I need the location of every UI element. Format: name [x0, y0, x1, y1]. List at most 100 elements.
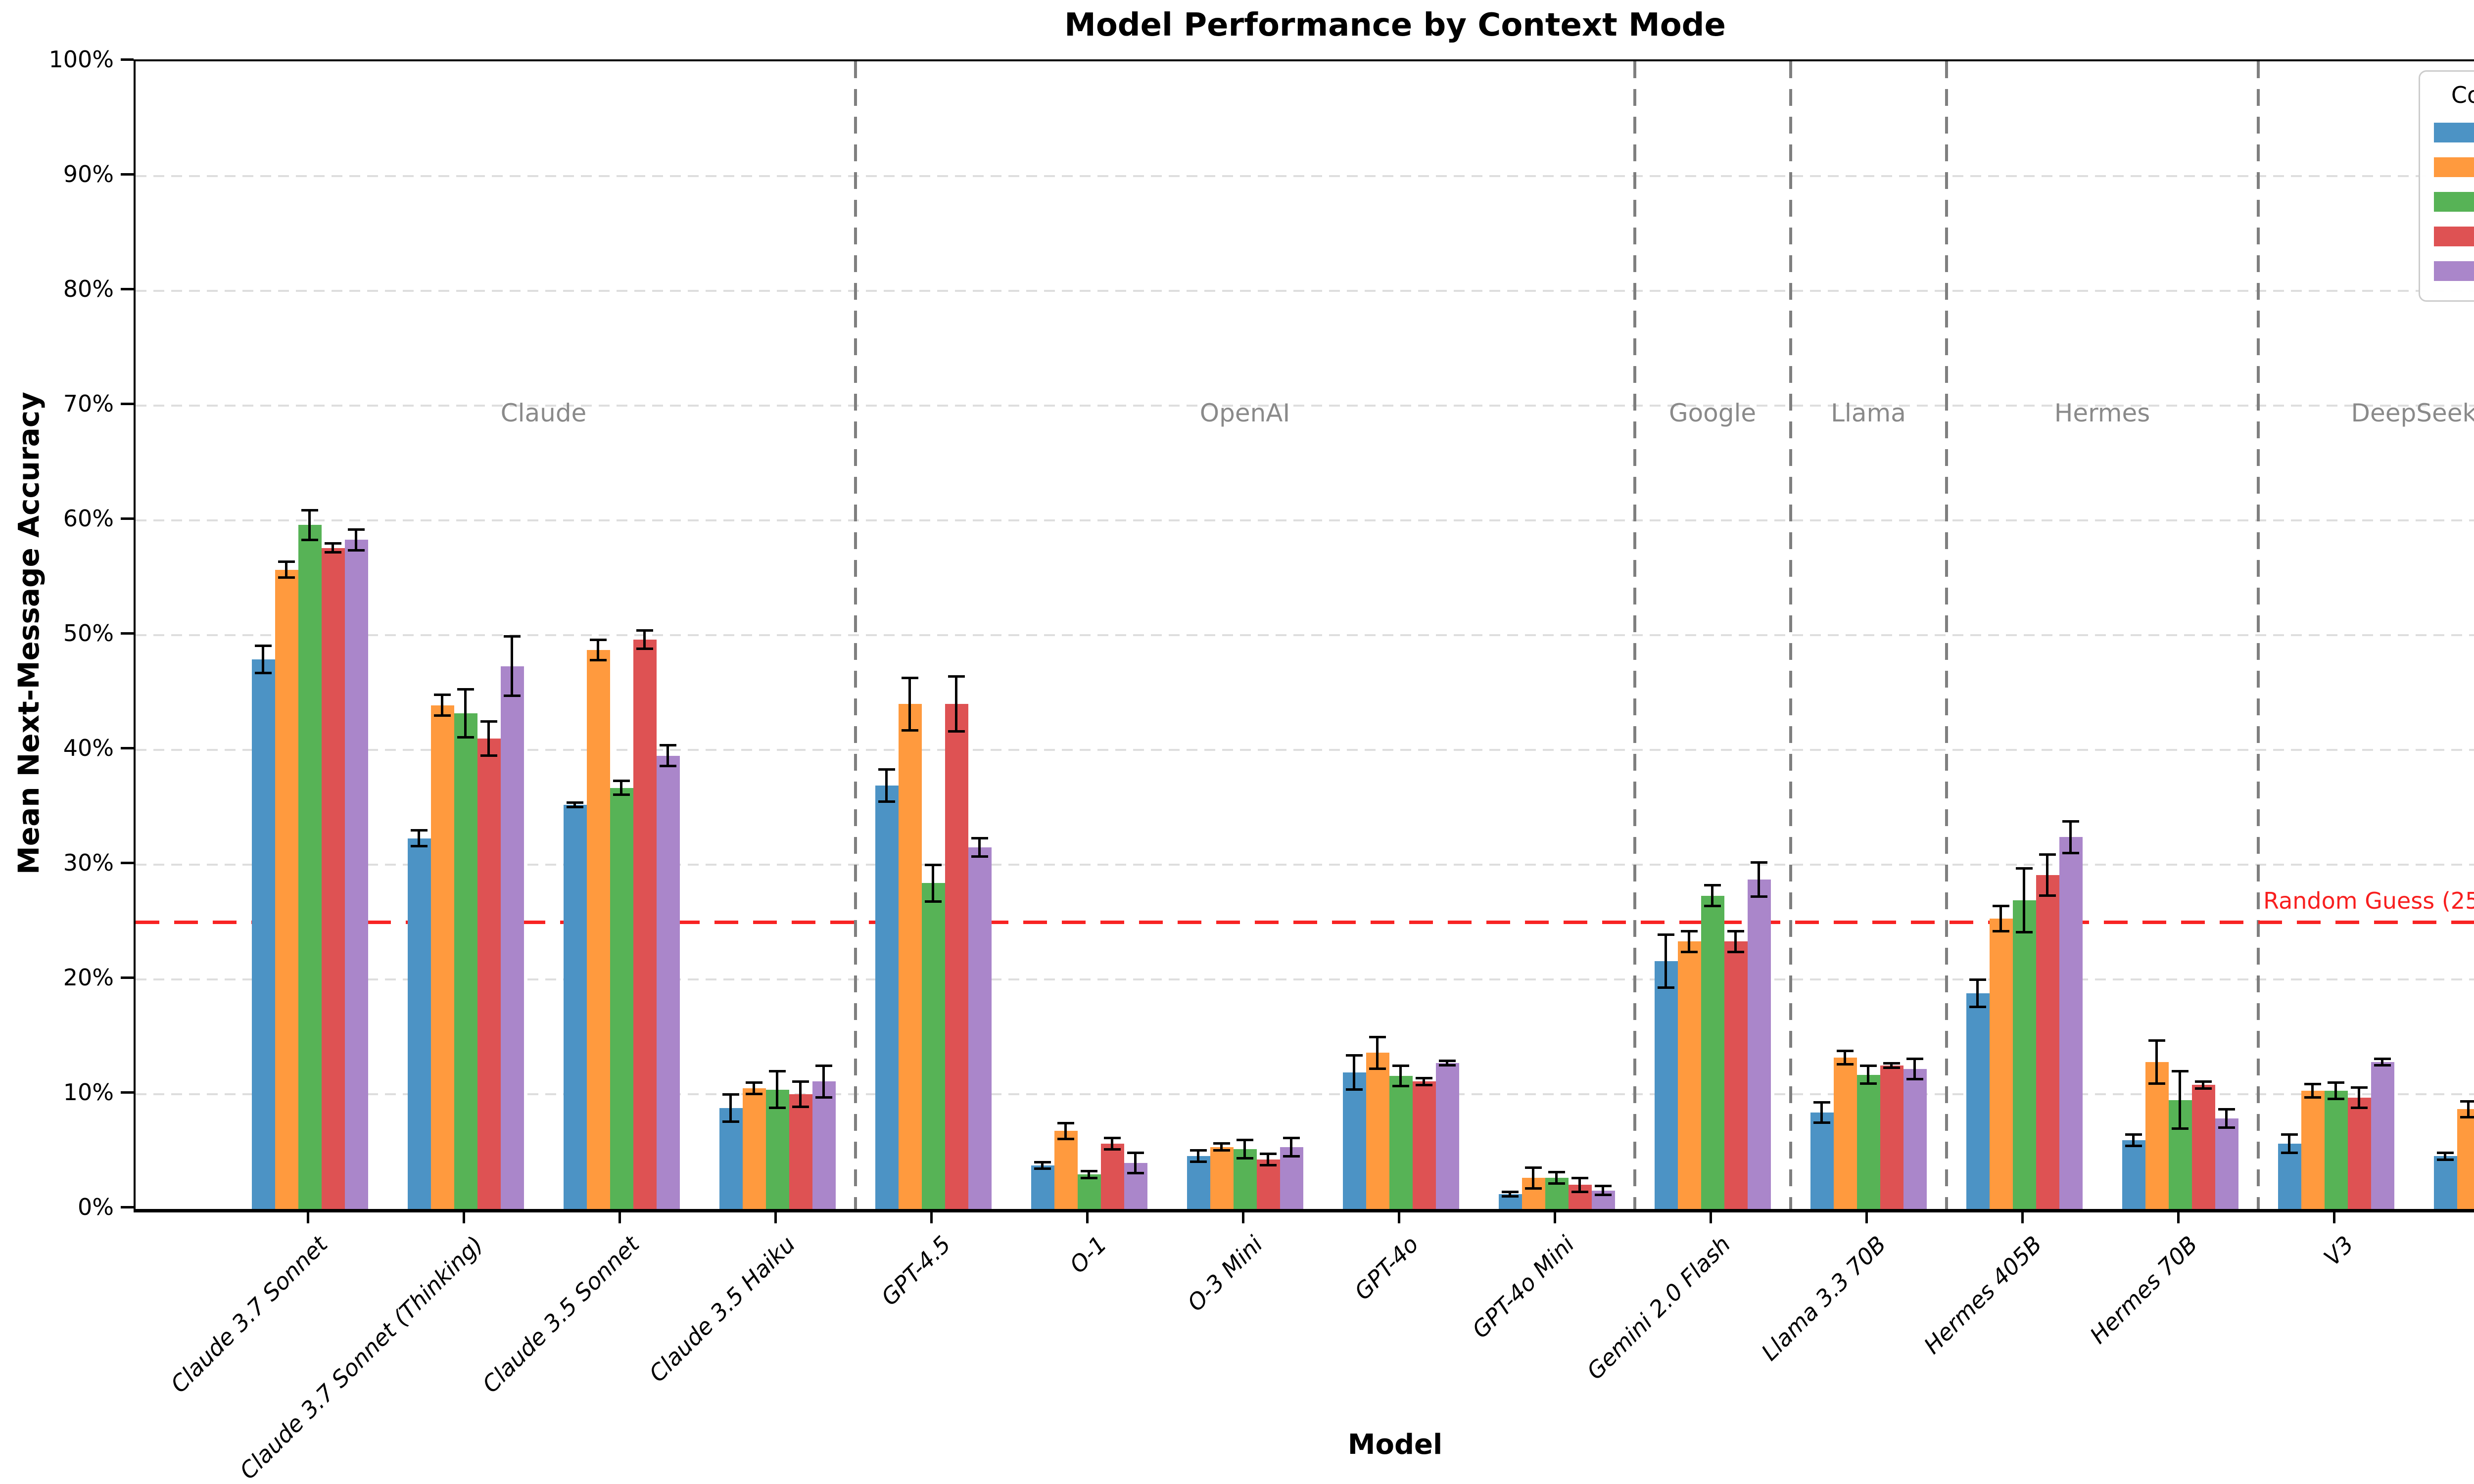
error-bar-line	[285, 560, 287, 579]
error-bar-line	[666, 744, 669, 767]
error-bar-line	[729, 1093, 732, 1123]
error-bar-cap-top	[815, 1064, 832, 1067]
error-bar-line	[978, 837, 981, 858]
error-bar-line	[1041, 1160, 1044, 1170]
y-tick-mark	[121, 1206, 134, 1208]
error-bar-cap-top	[948, 675, 965, 678]
error-bar	[2281, 1133, 2298, 1154]
bar	[2371, 1062, 2394, 1209]
error-bar-cap-bottom	[636, 648, 653, 650]
error-bar-cap-bottom	[1034, 1167, 1051, 1170]
error-bar-cap-bottom	[1416, 1083, 1432, 1086]
bar	[251, 659, 275, 1209]
error-bar-line	[262, 644, 264, 674]
error-bar-cap-top	[1813, 1101, 1830, 1104]
error-bar-line	[573, 801, 576, 809]
error-bar-cap-top	[1439, 1060, 1456, 1063]
bar	[610, 788, 633, 1209]
error-bar-line	[2023, 867, 2025, 934]
error-bar-cap-bottom	[2374, 1064, 2391, 1067]
gridline	[136, 519, 2474, 521]
error-bar	[925, 863, 942, 903]
error-bar-cap-bottom	[1704, 904, 1721, 907]
bar	[2278, 1143, 2301, 1209]
error-bar	[504, 635, 521, 697]
error-bar-cap-top	[278, 560, 295, 563]
x-tick-mark	[774, 1210, 777, 1223]
bar	[586, 650, 610, 1209]
error-bar	[2148, 1039, 2165, 1085]
error-bar-cap-bottom	[1548, 1182, 1565, 1185]
error-bar-cap-bottom	[348, 549, 365, 552]
error-bar-line	[1376, 1035, 1379, 1070]
x-tick-mark	[1398, 1210, 1400, 1223]
y-tick-mark	[121, 1091, 134, 1094]
error-bar-line	[2179, 1070, 2181, 1130]
error-bar-cap-bottom	[925, 900, 942, 903]
error-bar-line	[1578, 1177, 1581, 1193]
error-bar-cap-bottom	[613, 793, 630, 796]
error-bar-cap-top	[2374, 1057, 2391, 1060]
error-bar-cap-top	[2062, 820, 2079, 823]
y-tick-mark	[121, 173, 134, 176]
error-bar-cap-bottom	[1571, 1190, 1588, 1193]
error-bar-line	[1890, 1062, 1893, 1069]
bar	[1856, 1074, 1880, 1209]
random-guess-line	[136, 921, 2474, 924]
bar	[1903, 1068, 1927, 1209]
gridline	[136, 175, 2474, 177]
error-bar-cap-bottom	[1127, 1172, 1144, 1175]
legend-rows: No Context50 Raw50 Summary100 Raw100 Sum…	[2434, 115, 2474, 288]
error-bar-line	[932, 863, 934, 903]
error-bar-cap-bottom	[2351, 1107, 2368, 1110]
error-bar	[792, 1080, 809, 1108]
error-bar-line	[1290, 1136, 1292, 1158]
error-bar-cap-bottom	[1081, 1176, 1097, 1179]
error-bar-cap-top	[902, 676, 918, 679]
error-bar-cap-top	[769, 1070, 786, 1073]
error-bar	[255, 644, 272, 674]
error-bar-cap-top	[1283, 1136, 1300, 1139]
error-bar	[1369, 1035, 1386, 1070]
error-bar-cap-bottom	[2328, 1097, 2344, 1100]
error-bar	[325, 542, 341, 554]
error-bar-line	[1688, 930, 1690, 953]
error-bar-cap-bottom	[1727, 950, 1744, 953]
x-tick-label: Gemini 2.0 Flash	[1581, 1231, 1736, 1385]
error-bar-cap-bottom	[792, 1105, 809, 1108]
bar	[344, 540, 368, 1209]
provider-group-label: Claude	[500, 399, 587, 428]
error-bar-line	[2334, 1081, 2337, 1100]
gridline	[136, 864, 2474, 866]
error-bar-line	[1088, 1170, 1090, 1179]
error-bar-cap-top	[925, 863, 942, 866]
error-bar-cap-top	[1104, 1136, 1121, 1139]
bar	[1966, 993, 1990, 1209]
error-bar-cap-bottom	[948, 730, 965, 733]
error-bar	[411, 829, 428, 848]
error-bar-cap-bottom	[1837, 1063, 1854, 1066]
error-bar-line	[355, 528, 357, 552]
x-tick-label: GPT-4.5	[876, 1231, 956, 1311]
error-bar-cap-top	[1727, 930, 1744, 933]
gridline	[136, 290, 2474, 292]
bar	[1747, 880, 1771, 1209]
provider-group-label: OpenAI	[1199, 399, 1290, 428]
x-tick-mark	[2333, 1210, 2335, 1223]
error-bar-cap-top	[1704, 884, 1721, 887]
x-tick-label: GPT-4o	[1349, 1231, 1424, 1305]
error-bar	[2218, 1108, 2235, 1129]
bar	[1256, 1159, 1280, 1209]
error-bar-cap-bottom	[971, 855, 988, 858]
error-bar-cap-top	[2328, 1081, 2344, 1084]
y-tick-mark	[121, 403, 134, 405]
bar	[1187, 1156, 1210, 1209]
gridline	[136, 978, 2474, 980]
error-bar-line	[1423, 1077, 1425, 1086]
error-bar	[2328, 1081, 2344, 1100]
error-bar-line	[1134, 1152, 1137, 1175]
bar	[1810, 1113, 1834, 1209]
error-bar	[1727, 930, 1744, 953]
error-bar-cap-bottom	[660, 764, 676, 767]
